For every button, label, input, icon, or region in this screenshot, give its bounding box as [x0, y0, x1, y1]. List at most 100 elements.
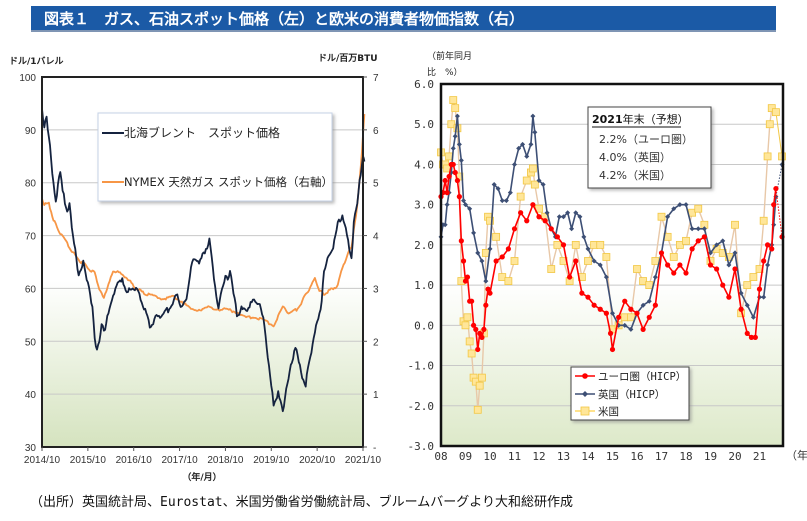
- data-point-euro: [752, 334, 758, 340]
- data-point-us: [461, 321, 470, 330]
- forecast-annotation: 2021年末（予想） 2.2%（ユーロ圏） 4.0%（英国） 4.2%（米国）: [587, 106, 712, 189]
- cpi-chart: （前年同月 比 %） 6.0 5.0 4.0 3.0 2.0 1.0 0.0 -1.0 -2.0…: [408, 50, 807, 463]
- data-point-us: [682, 236, 690, 245]
- left-y-tick-label: 100: [19, 73, 36, 84]
- data-point-uk: [677, 202, 683, 208]
- cpi-x-tick-label: 12: [532, 450, 545, 463]
- data-point-uk: [483, 278, 489, 284]
- data-point-euro: [554, 234, 560, 240]
- cpi-y-tick-label: 4.0: [414, 158, 434, 171]
- data-point-uk: [461, 198, 467, 204]
- cpi-y-tick-label: -2.0: [408, 400, 435, 413]
- data-point-uk: [456, 141, 462, 147]
- left-y-tick-label: 60: [25, 284, 37, 295]
- data-point-us: [765, 120, 774, 129]
- cpi-x-tick-label: 21: [753, 450, 766, 463]
- data-point-euro: [683, 270, 689, 276]
- data-point-euro: [726, 294, 732, 300]
- cpi-x-tick-label: 20: [728, 450, 741, 463]
- right-axis-unit-label: ドル/百万BTU: [318, 53, 378, 64]
- data-point-euro: [573, 258, 579, 264]
- legend-marker-uk: [582, 391, 588, 397]
- data-point-euro: [477, 330, 483, 336]
- right-y-tick-label: 6: [373, 126, 379, 137]
- data-point-us: [449, 96, 458, 104]
- data-point-us: [645, 281, 654, 290]
- data-point-uk: [628, 326, 634, 332]
- x-tick-label: 2018/10: [207, 455, 244, 466]
- data-point-euro: [458, 238, 464, 244]
- left-y-tick-label: 30: [25, 443, 37, 454]
- left-y-tick-label: 40: [25, 390, 37, 401]
- cpi-x-tick-label: 10: [483, 450, 496, 463]
- data-point-uk: [467, 206, 473, 212]
- cpi-x-tick-label: 16: [630, 450, 643, 463]
- right-y-tick-label: 4: [373, 232, 379, 243]
- data-point-uk: [761, 294, 767, 300]
- data-point-us: [504, 277, 513, 285]
- right-chart-unit-label-1: （前年同月: [427, 50, 472, 62]
- data-point-euro: [609, 346, 616, 353]
- data-point-uk: [708, 250, 713, 256]
- cpi-y-tick-label: 2.0: [414, 239, 434, 252]
- data-point-euro: [732, 266, 738, 272]
- data-point-us: [694, 204, 703, 213]
- data-point-uk: [689, 226, 695, 232]
- data-point-euro: [671, 270, 677, 276]
- data-point-euro: [607, 330, 614, 336]
- data-point-us: [478, 373, 486, 382]
- left-y-tick-label: 50: [25, 337, 37, 348]
- data-point-uk: [695, 226, 701, 232]
- data-point-euro: [585, 294, 591, 300]
- data-point-euro: [542, 218, 548, 224]
- data-point-us: [657, 212, 666, 221]
- data-point-uk: [556, 214, 562, 220]
- data-point-euro: [764, 242, 771, 248]
- cpi-x-tick-label: 09: [459, 450, 472, 463]
- legend-marker-us: [580, 406, 590, 416]
- data-point-uk: [720, 238, 726, 244]
- data-point-euro: [756, 286, 763, 292]
- left-plot-border: [41, 76, 364, 448]
- data-point-us: [553, 240, 562, 249]
- data-point-uk: [536, 178, 542, 184]
- data-point-uk: [610, 310, 615, 316]
- legend-label-euro: ユーロ圏（HICP）: [598, 371, 686, 383]
- data-point-us: [626, 313, 635, 322]
- data-point-uk: [726, 262, 732, 268]
- cpi-y-tick-label: 6.0: [414, 78, 434, 91]
- x-tick-label: 2021/10: [345, 455, 382, 466]
- data-point-uk: [671, 206, 677, 212]
- cpi-x-tick-label: 18: [679, 450, 692, 463]
- x-tick-label: 2016/10: [116, 455, 153, 466]
- data-point-euro: [744, 330, 750, 336]
- data-point-uk: [577, 214, 583, 220]
- data-point-us: [481, 249, 490, 257]
- data-point-euro: [485, 286, 491, 292]
- right-y-tick-label: 1: [373, 390, 379, 401]
- series-line-gas: [41, 113, 366, 328]
- data-point-euro: [444, 190, 450, 196]
- data-point-us: [772, 108, 780, 117]
- data-point-euro: [616, 314, 622, 320]
- data-point-uk: [565, 210, 571, 216]
- data-point-euro: [603, 310, 609, 316]
- data-point-euro: [628, 306, 634, 312]
- data-point-us: [767, 104, 776, 113]
- data-point-uk: [458, 157, 464, 163]
- data-point-us: [447, 120, 456, 129]
- data-point-us: [451, 104, 460, 113]
- data-point-euro: [483, 302, 489, 308]
- data-point-uk: [487, 246, 493, 252]
- data-point-euro: [769, 246, 775, 252]
- data-point-uk: [479, 258, 485, 264]
- data-point-euro: [677, 262, 683, 268]
- legend-label-brent: 北海ブレント スポット価格: [124, 125, 280, 140]
- data-point-us: [749, 273, 758, 281]
- data-point-uk: [603, 274, 609, 280]
- data-point-uk: [701, 226, 707, 232]
- data-point-euro: [738, 306, 744, 312]
- data-point-euro: [634, 310, 640, 316]
- data-point-euro: [695, 238, 701, 244]
- forecast-line-uk: [775, 164, 783, 197]
